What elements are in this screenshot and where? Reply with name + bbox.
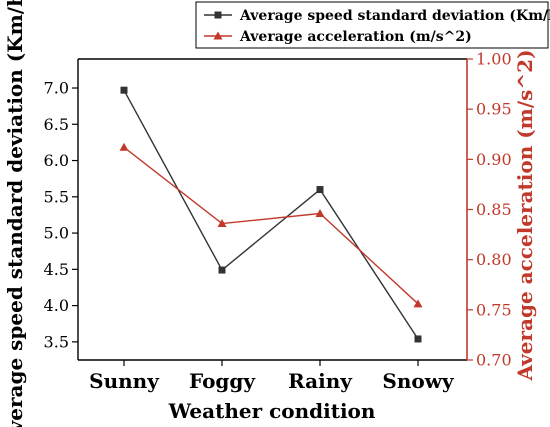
right-tick-label: 0.70 — [476, 351, 512, 370]
data-point-acceleration-sunny — [119, 142, 129, 151]
left-tick-label: 3.5 — [44, 332, 69, 351]
right-axis-ticks: 0.70 0.75 0.80 0.85 0.90 0.95 1.00 — [467, 50, 512, 370]
left-tick-label: 5.0 — [44, 224, 69, 243]
x-tick-label-rainy: Rainy — [288, 369, 353, 393]
series-line-acceleration — [123, 146, 419, 305]
left-tick-label: 4.5 — [44, 260, 69, 279]
legend-label-speed: Average speed standard deviation (Km/h) — [239, 8, 550, 24]
legend-marker-triangle — [213, 31, 223, 40]
legend-label-acceleration: Average acceleration (m/s^2) — [239, 29, 472, 45]
left-tick-label: 5.5 — [44, 187, 69, 206]
series-layer — [119, 86, 423, 343]
right-tick-label: 0.80 — [476, 250, 512, 269]
right-tick-label: 0.85 — [476, 200, 512, 219]
right-tick-label: 0.75 — [476, 300, 512, 319]
left-tick-label: 7.0 — [44, 79, 69, 98]
x-tick-label-sunny: Sunny — [89, 369, 160, 393]
data-point-acceleration-snowy — [413, 299, 423, 308]
left-axis-ticks: 3.5 4.0 4.5 5.0 5.5 6.0 6.5 7.0 — [44, 79, 78, 351]
series-line-speed-sd — [123, 89, 419, 340]
right-tick-label: 0.90 — [476, 150, 512, 169]
x-tick-label-snowy: Snowy — [382, 369, 455, 393]
data-point-speed-sd-foggy — [218, 266, 226, 274]
legend-box — [195, 1, 549, 49]
data-point-speed-sd-sunny — [120, 86, 128, 94]
left-tick-label: 4.0 — [44, 296, 69, 315]
x-tick-label-foggy: Foggy — [189, 369, 256, 393]
data-point-speed-sd-snowy — [414, 335, 422, 343]
left-tick-label: 6.5 — [44, 115, 69, 134]
left-axis-title: Average speed standard deviation (Km/h) — [3, 0, 27, 427]
legend: Average speed standard deviation (Km/h) … — [195, 1, 550, 49]
data-point-acceleration-rainy — [315, 209, 325, 218]
right-axis-title: Average acceleration (m/s^2) — [513, 49, 537, 381]
legend-marker-square — [214, 11, 222, 19]
x-axis-ticks: Sunny Foggy Rainy Snowy — [89, 360, 455, 393]
right-tick-label: 1.00 — [476, 50, 512, 69]
data-point-speed-sd-rainy — [316, 186, 324, 194]
left-tick-label: 6.0 — [44, 151, 69, 170]
right-tick-label: 0.95 — [476, 100, 512, 119]
x-axis-title: Weather condition — [168, 399, 376, 423]
data-point-acceleration-foggy — [217, 219, 227, 228]
